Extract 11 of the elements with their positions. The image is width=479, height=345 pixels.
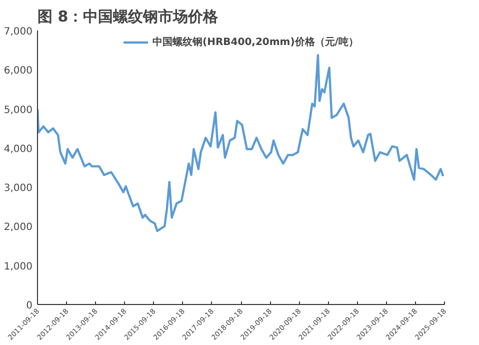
y-tick-label: 4,000: [4, 144, 33, 155]
y-tick-label: 3,000: [4, 183, 33, 194]
y-tick-label: 0: [26, 300, 33, 312]
y-tick-label: 6,000: [4, 66, 33, 77]
chart-title: 图 8：中国螺纹钢市场价格: [38, 8, 220, 26]
legend-label: 中国螺纹钢(HRB400,20mm)价格（元/吨）: [152, 36, 358, 49]
y-tick-label: 1,000: [4, 261, 33, 272]
y-tick-label: 2,000: [4, 222, 33, 234]
y-tick-label: 7,000: [4, 26, 33, 38]
y-tick-label: 5,000: [4, 104, 33, 116]
line-series: [38, 54, 444, 232]
